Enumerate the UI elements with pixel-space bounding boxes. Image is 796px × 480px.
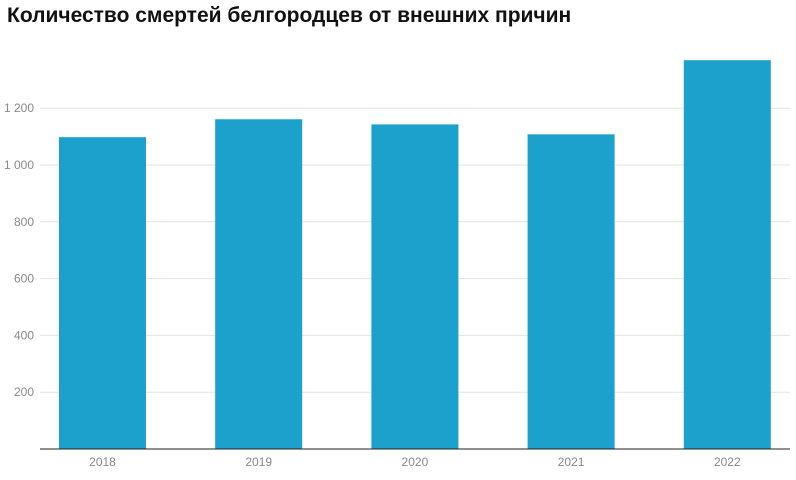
bar-2021 bbox=[527, 134, 615, 449]
chart-title: Количество смертей белгородцев от внешни… bbox=[7, 4, 572, 27]
x-tick-label: 2020 bbox=[402, 455, 429, 469]
x-tick-label: 2019 bbox=[245, 455, 272, 469]
bar-2020 bbox=[371, 124, 459, 449]
x-tick-label: 2022 bbox=[714, 455, 741, 469]
bar-2022 bbox=[683, 60, 771, 449]
x-tick-label: 2018 bbox=[89, 455, 116, 469]
y-tick-label: 1 000 bbox=[4, 158, 34, 172]
x-tick-label: 2021 bbox=[558, 455, 585, 469]
y-tick-label: 600 bbox=[14, 272, 34, 286]
y-tick-label: 400 bbox=[14, 328, 34, 342]
y-tick-label: 1 200 bbox=[4, 101, 34, 115]
bar-2019 bbox=[215, 119, 303, 449]
y-tick-label: 200 bbox=[14, 385, 34, 399]
y-tick-label: 800 bbox=[14, 215, 34, 229]
bar-2018 bbox=[59, 137, 146, 449]
